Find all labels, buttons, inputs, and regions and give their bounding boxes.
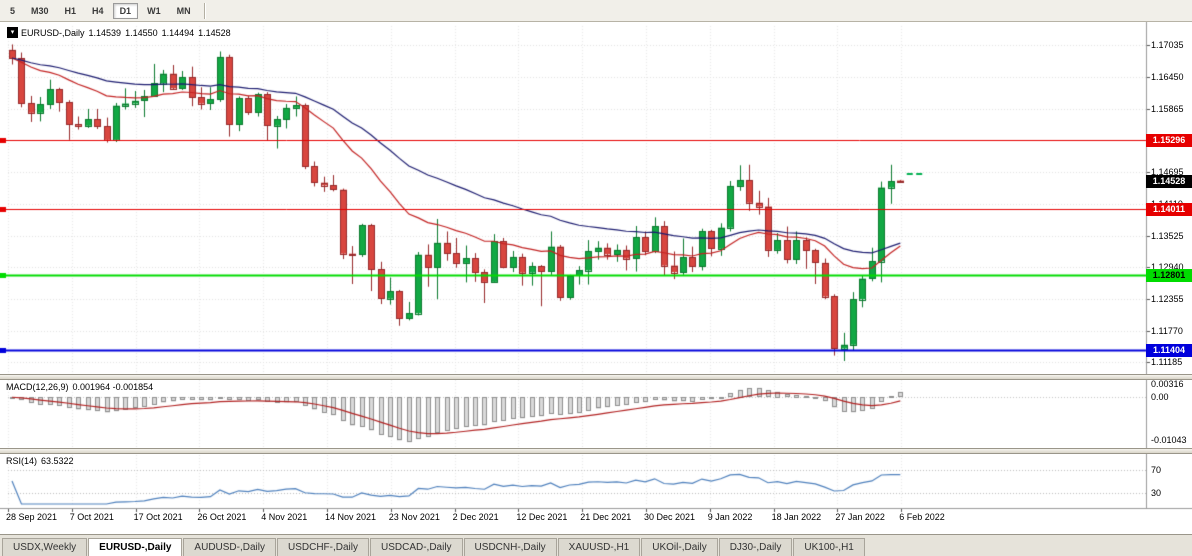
chart-tab[interactable]: USDCHF-,Daily xyxy=(276,538,369,556)
time-axis-label: 23 Nov 2021 xyxy=(388,512,440,522)
timeframe-toolbar: 5 M30 H1 H4 D1 W1 MN xyxy=(0,0,1192,22)
price-level-badge[interactable]: 1.14011 xyxy=(1146,203,1192,217)
ohlc-open: 1.14539 xyxy=(88,28,122,38)
chart-tab[interactable]: UKOil-,Daily xyxy=(641,538,718,556)
ohlc-high: 1.14550 xyxy=(125,28,158,38)
chart-tab[interactable]: UK100-,H1 xyxy=(793,538,865,556)
rsi-level-high: 70 xyxy=(1151,465,1162,475)
price-axis-tick: 1.16450 xyxy=(1151,71,1184,82)
macd-axis-max: 0.00316 xyxy=(1151,379,1184,389)
chart-canvas[interactable] xyxy=(0,22,1192,534)
price-axis-tick: 1.11770 xyxy=(1151,325,1183,336)
time-axis-label: 26 Oct 2021 xyxy=(197,512,247,522)
chart-tab[interactable]: DJ30-,Daily xyxy=(718,538,793,556)
time-axis-label: 4 Nov 2021 xyxy=(261,512,308,522)
chart-tab[interactable]: USDCNH-,Daily xyxy=(463,538,557,556)
macd-name: MACD(12,26,9) xyxy=(6,382,69,392)
time-axis-label: 28 Sep 2021 xyxy=(6,512,58,522)
time-axis-label: 9 Jan 2022 xyxy=(707,512,753,522)
time-axis-label: 18 Jan 2022 xyxy=(771,512,822,522)
panel-separator[interactable] xyxy=(0,374,1192,380)
chart-tabbar: USDX,Weekly EURUSD-,Daily AUDUSD-,Daily USD… xyxy=(0,534,1192,556)
price-axis-tick: 1.12355 xyxy=(1151,293,1184,304)
timeframe-button-d1[interactable]: D1 xyxy=(112,2,139,19)
price-axis-tick: 1.15865 xyxy=(1151,103,1184,114)
timeframe-button-mn[interactable]: MN xyxy=(176,5,191,16)
ohlc-low: 1.14494 xyxy=(161,28,195,38)
chart-window: ▾ EURUSD-,Daily 1.14539 1.14550 1.14494 1.14… xyxy=(0,22,1192,534)
price-axis-tick: 1.11185 xyxy=(1151,357,1183,368)
time-axis-label: 14 Nov 2021 xyxy=(325,512,377,522)
rsi-name: RSI(14) xyxy=(6,456,38,466)
time-axis-label: 7 Oct 2021 xyxy=(69,512,114,522)
time-axis-label: 21 Dec 2021 xyxy=(580,512,632,522)
macd-label: MACD(12,26,9) 0.001964 -0.001854 xyxy=(6,382,157,392)
chart-tab[interactable]: AUDUSD-,Daily xyxy=(183,538,276,556)
time-axis-label: 17 Oct 2021 xyxy=(133,512,183,522)
macd-axis-zero: 0.00 xyxy=(1151,392,1169,403)
time-axis-label: 6 Feb 2022 xyxy=(899,512,945,522)
price-axis-tick: 1.12940 xyxy=(1151,262,1184,273)
timeframe-button-m30[interactable]: M30 xyxy=(31,5,49,16)
time-axis-label: 27 Jan 2022 xyxy=(835,512,885,522)
current-price-badge: 1.14528 xyxy=(1146,175,1192,189)
chart-symbol-period: EURUSD-,Daily xyxy=(21,28,85,38)
timeframe-button-w1[interactable]: W1 xyxy=(147,5,161,16)
rsi-label: RSI(14) 63.5322 xyxy=(6,456,78,466)
timeframe-button-h1[interactable]: H1 xyxy=(64,5,77,16)
chart-menu-icon[interactable]: ▾ xyxy=(7,27,18,38)
price-level-badge[interactable]: 1.12801 xyxy=(1146,268,1192,282)
price-axis-tick: 1.13525 xyxy=(1151,230,1184,241)
price-level-badge[interactable]: 1.15296 xyxy=(1146,133,1192,147)
time-axis-label: 30 Dec 2021 xyxy=(644,512,696,522)
price-axis-tick: 1.14695 xyxy=(1151,167,1184,178)
timeframe-button-5[interactable]: 5 xyxy=(10,5,16,16)
macd-values: 0.001964 -0.001854 xyxy=(72,382,154,392)
timeframe-button-h4[interactable]: H4 xyxy=(92,5,104,16)
toolbar-separator xyxy=(203,2,206,19)
macd-axis-min: -0.01043 xyxy=(1151,435,1187,445)
rsi-value: 63.5322 xyxy=(41,456,74,466)
chart-tab[interactable]: XAUUSD-,H1 xyxy=(557,538,641,556)
chart-tab[interactable]: EURUSD-,Daily xyxy=(88,538,183,556)
ohlc-close: 1.14528 xyxy=(198,28,231,38)
price-level-badge[interactable]: 1.11404 xyxy=(1146,344,1192,358)
price-axis-tick: 1.17035 xyxy=(1151,40,1184,51)
chart-tab[interactable]: USDX,Weekly xyxy=(2,538,88,556)
time-axis-label: 2 Dec 2021 xyxy=(452,512,499,522)
rsi-level-low: 30 xyxy=(1151,488,1162,498)
chart-tab[interactable]: USDCAD-,Daily xyxy=(369,538,463,556)
time-axis-label: 12 Dec 2021 xyxy=(516,512,568,522)
panel-separator[interactable] xyxy=(0,448,1192,454)
chart-title: EURUSD-,Daily 1.14539 1.14550 1.14494 1.1452… xyxy=(21,28,235,38)
